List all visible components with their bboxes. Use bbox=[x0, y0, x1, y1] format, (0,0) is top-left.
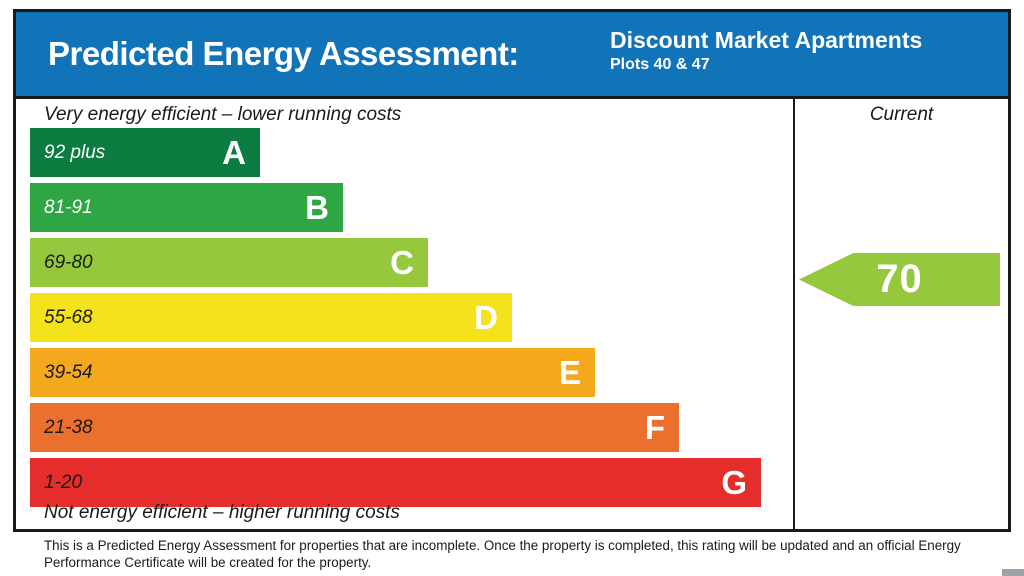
page-title: Predicted Energy Assessment: bbox=[48, 35, 519, 72]
property-block: Discount Market Apartments Plots 40 & 47 bbox=[610, 27, 923, 74]
band-bar-e: 39-54 E bbox=[30, 348, 595, 397]
note-not-efficient: Not energy efficient – higher running co… bbox=[44, 502, 400, 523]
band-letter: C bbox=[390, 243, 414, 281]
band-range-label: 69-80 bbox=[44, 251, 93, 273]
band-bar-g: 1-20 G bbox=[30, 458, 761, 507]
band-bar-b: 81-91 B bbox=[30, 183, 343, 232]
band-letter: A bbox=[222, 133, 246, 171]
current-column-header: Current bbox=[869, 104, 934, 125]
current-rating-value: 70 bbox=[876, 257, 923, 301]
note-very-efficient: Very energy efficient – lower running co… bbox=[44, 104, 402, 125]
epc-rating-chart: Very energy efficient – lower running co… bbox=[16, 99, 1008, 529]
current-rating-arrow: 70 bbox=[799, 253, 1000, 306]
corner-fragment bbox=[1002, 569, 1024, 576]
band-bar-c: 69-80 C bbox=[30, 238, 428, 287]
band-range-label: 1-20 bbox=[44, 471, 83, 493]
footer-disclaimer: This is a Predicted Energy Assessment fo… bbox=[44, 538, 961, 570]
band-range-label: 81-91 bbox=[44, 196, 93, 218]
band-letter: E bbox=[558, 353, 581, 391]
band-bar-a: 92 plus A bbox=[30, 128, 260, 177]
property-name: Discount Market Apartments bbox=[610, 27, 923, 53]
current-rating-column: Current 70 bbox=[793, 99, 1008, 529]
band-range-label: 55-68 bbox=[44, 306, 93, 328]
band-letter: D bbox=[474, 298, 498, 336]
property-plots: Plots 40 & 47 bbox=[610, 56, 710, 74]
certificate-frame: Predicted Energy Assessment: Discount Ma… bbox=[13, 9, 1011, 532]
band-range-label: 39-54 bbox=[44, 361, 93, 383]
band-letter: B bbox=[305, 188, 329, 226]
band-bar-f: 21-38 F bbox=[30, 403, 679, 452]
band-range-label: 92 plus bbox=[44, 141, 106, 163]
band-letter: F bbox=[644, 408, 665, 446]
band-range-label: 21-38 bbox=[44, 416, 93, 438]
header-banner: Predicted Energy Assessment: Discount Ma… bbox=[16, 12, 1008, 99]
band-bar-d: 55-68 D bbox=[30, 293, 512, 342]
band-letter: G bbox=[721, 463, 747, 501]
